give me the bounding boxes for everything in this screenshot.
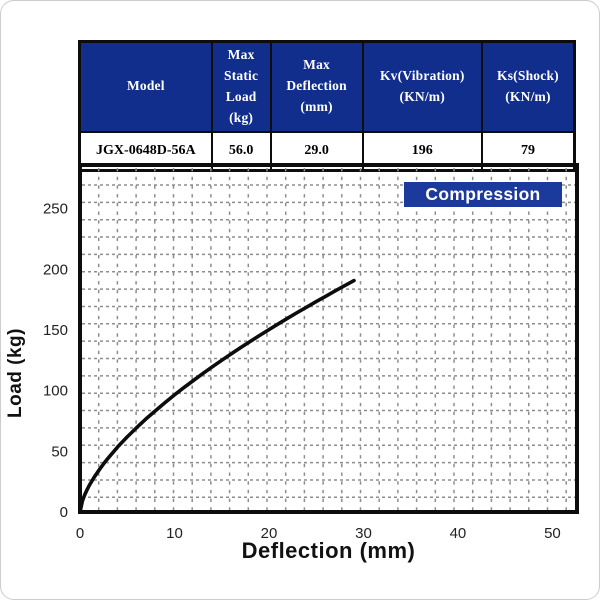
- chart-canvas: 0 10 20 30 40 50 0 50 100 150 200 250: [43, 163, 579, 542]
- col-header-kv-vibration: Kv(Vibration) (KN/m): [361, 40, 483, 133]
- x-tick-label: 0: [76, 525, 84, 542]
- col-header-model: Model: [78, 40, 213, 133]
- spec-table: Model Max Static Load (kg) Max Deflectio…: [78, 40, 576, 172]
- x-tick-label: 40: [450, 525, 467, 542]
- x-tick-label: 50: [544, 525, 561, 542]
- y-tick-label: 50: [51, 443, 68, 460]
- y-tick-label: 250: [43, 201, 68, 218]
- col-header-max-static-load: Max Static Load (kg): [210, 40, 272, 133]
- x-tick-label: 20: [261, 525, 278, 542]
- y-axis-title: Load (kg): [5, 328, 26, 418]
- y-tick-label: 100: [43, 383, 68, 400]
- compression-chart: 0 10 20 30 40 50 0 50 100 150 200 250 Compression D…: [0, 160, 600, 600]
- x-axis-title: Deflection (mm): [241, 538, 416, 563]
- x-tick-label: 10: [166, 525, 183, 542]
- y-tick-label: 150: [43, 322, 68, 339]
- plot-frame: [78, 163, 579, 514]
- spec-table-header-row: Model Max Static Load (kg) Max Deflectio…: [78, 40, 576, 133]
- col-header-max-deflection: Max Deflection (mm): [269, 40, 364, 133]
- x-tick-label: 30: [355, 525, 372, 542]
- compression-curve: [78, 278, 356, 514]
- col-header-ks-shock: Ks(Shock) (KN/m): [480, 40, 576, 133]
- y-tick-label: 0: [60, 504, 68, 521]
- y-tick-label: 200: [43, 261, 68, 278]
- chart-title-badge: Compression: [404, 182, 562, 207]
